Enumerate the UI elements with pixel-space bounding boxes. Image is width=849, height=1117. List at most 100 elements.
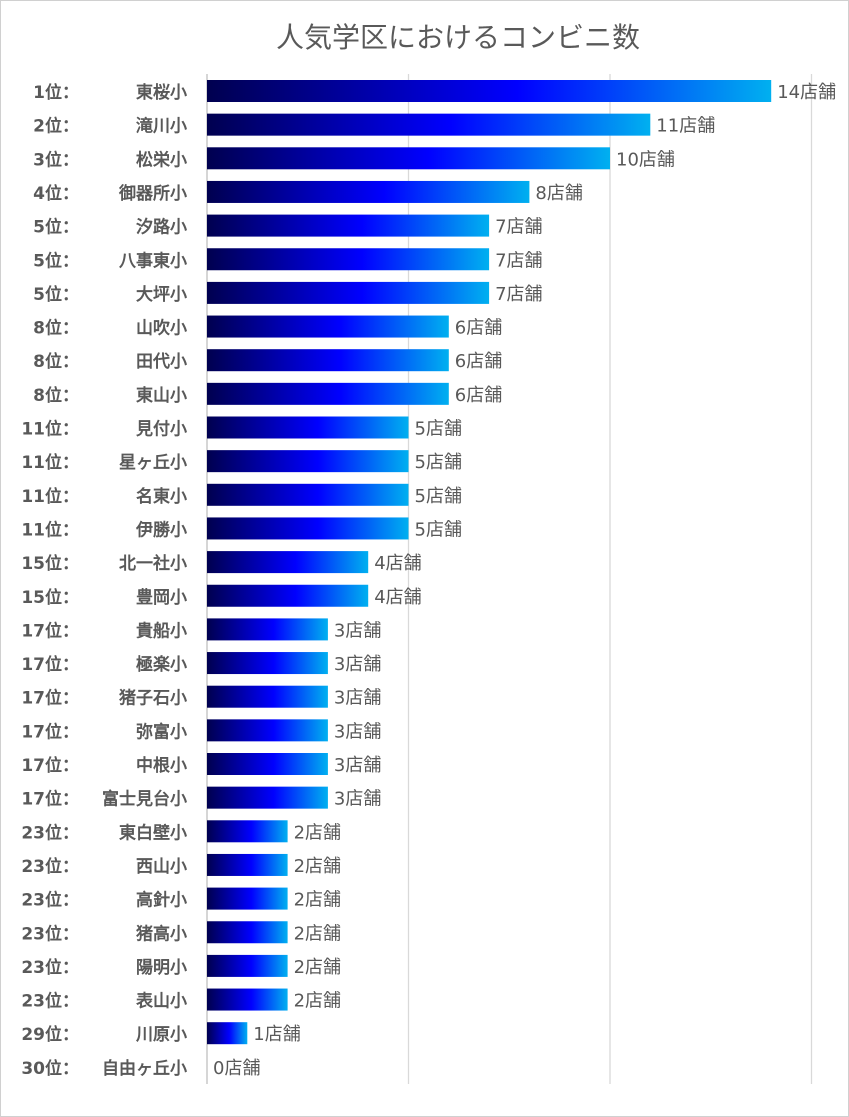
category-label: 猪高小 <box>136 923 187 944</box>
bar <box>207 652 328 675</box>
rank-label: 29位： <box>21 1024 79 1045</box>
category-label: 貴船小 <box>136 620 187 641</box>
bar <box>207 382 449 405</box>
bar <box>207 685 328 708</box>
bar <box>207 1022 248 1045</box>
data-label: 6店舗 <box>455 351 502 372</box>
rank-label: 2位： <box>33 116 79 137</box>
category-label: 東桜小 <box>136 82 187 103</box>
data-label: 2店舗 <box>294 957 341 978</box>
category-label: 汐路小 <box>136 217 187 238</box>
rank-label: 8位： <box>33 318 79 339</box>
bar <box>207 584 369 607</box>
category-label: 中根小 <box>136 755 187 776</box>
data-label: 3店舗 <box>334 721 381 742</box>
rank-label: 17位： <box>21 789 79 810</box>
data-label: 5店舗 <box>415 452 462 473</box>
category-label: 御器所小 <box>118 183 187 204</box>
data-label: 5店舗 <box>415 519 462 540</box>
data-label: 0店舗 <box>213 1058 260 1079</box>
rank-label: 4位： <box>33 183 79 204</box>
data-label: 6店舗 <box>455 318 502 339</box>
rank-label: 11位： <box>21 519 79 540</box>
bar <box>207 517 409 540</box>
data-label: 3店舗 <box>334 654 381 675</box>
rank-label: 11位： <box>21 452 79 473</box>
bar <box>207 719 328 742</box>
category-label: 川原小 <box>135 1025 187 1045</box>
data-label: 4店舗 <box>374 587 421 608</box>
bar <box>207 853 288 876</box>
bar <box>207 113 651 136</box>
category-label: 名東小 <box>136 486 187 507</box>
bar <box>207 753 328 775</box>
data-label: 7店舗 <box>495 284 542 305</box>
rank-label: 17位： <box>21 721 79 742</box>
category-label: 高針小 <box>136 890 187 911</box>
rank-label: 15位： <box>21 553 79 574</box>
data-label: 2店舗 <box>294 890 341 911</box>
category-label: 西山小 <box>136 857 187 877</box>
data-label: 8店舗 <box>535 183 582 204</box>
category-label: 東白壁小 <box>119 822 187 843</box>
category-label: 弥富小 <box>136 721 187 742</box>
bar <box>207 349 449 372</box>
category-label: 田代小 <box>136 351 187 372</box>
data-label: 7店舗 <box>495 217 542 238</box>
bar <box>207 147 610 170</box>
bar <box>207 820 288 843</box>
category-label: 猪子石小 <box>119 688 187 709</box>
rank-label: 17位： <box>21 688 79 709</box>
rank-label: 17位： <box>21 654 79 675</box>
category-label: 豊岡小 <box>136 587 187 608</box>
rank-label: 5位： <box>33 217 79 238</box>
bar <box>207 483 409 506</box>
data-label: 2店舗 <box>294 923 341 944</box>
category-label: 極楽小 <box>136 654 187 675</box>
rank-label: 23位： <box>21 822 79 843</box>
rank-label: 8位： <box>33 385 79 406</box>
chart-title: 人気学区におけるコンビニ数 <box>276 21 640 54</box>
category-label: 山吹小 <box>136 318 187 339</box>
bar <box>207 954 288 977</box>
rank-label: 1位： <box>33 82 79 103</box>
rank-label: 5位： <box>33 250 79 271</box>
bar <box>207 214 490 237</box>
rank-label: 11位： <box>21 486 79 507</box>
rank-label: 23位： <box>21 923 79 944</box>
bar <box>207 551 369 574</box>
category-label: 松栄小 <box>136 149 187 170</box>
data-label: 11店舗 <box>656 116 715 137</box>
rank-label: 15位： <box>21 587 79 608</box>
data-label: 2店舗 <box>294 991 341 1012</box>
rank-label: 23位： <box>21 856 79 877</box>
category-label: 富士見台小 <box>102 789 187 810</box>
category-label: 北一社小 <box>119 553 187 574</box>
bar <box>207 281 490 304</box>
category-label: 八事東小 <box>119 250 187 271</box>
category-label: 滝川小 <box>136 116 187 137</box>
bar <box>207 618 328 641</box>
category-label: 自由ヶ丘小 <box>102 1058 187 1079</box>
data-label: 4店舗 <box>374 553 421 574</box>
bar <box>207 988 288 1011</box>
bar <box>207 921 288 944</box>
rank-label: 30位： <box>21 1058 79 1079</box>
data-label: 2店舗 <box>294 822 341 843</box>
category-label: 伊勝小 <box>135 519 187 540</box>
category-label: 見付小 <box>135 419 187 440</box>
bar <box>207 315 449 338</box>
bar <box>207 416 409 439</box>
category-label: 表山小 <box>136 991 187 1012</box>
rank-label: 23位： <box>21 991 79 1012</box>
rank-label: 23位： <box>21 890 79 911</box>
bar <box>207 450 409 473</box>
bar <box>207 887 288 910</box>
data-label: 6店舗 <box>455 385 502 406</box>
rank-label: 3位： <box>33 149 79 170</box>
rank-label: 17位： <box>21 755 79 776</box>
data-label: 5店舗 <box>415 486 462 507</box>
data-label: 3店舗 <box>334 789 381 810</box>
